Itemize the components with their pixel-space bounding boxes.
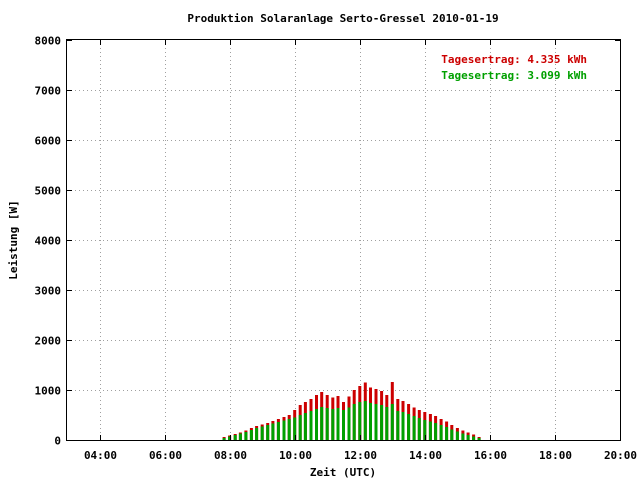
bar-series-2 (466, 435, 470, 440)
x-tick-label: 12:00 (344, 449, 377, 462)
axis-ticks: 0 1000 2000 3000 4000 5000 6000 7000 8000 04:00 06… (35, 35, 638, 463)
bar-series-2 (331, 409, 335, 440)
bar-series-2 (461, 433, 465, 440)
bar-series-2 (244, 432, 248, 440)
x-tick-label: 06:00 (149, 449, 182, 462)
bar-series-2 (358, 402, 362, 440)
bar-series-2 (287, 419, 291, 440)
x-tick-label: 16:00 (474, 449, 507, 462)
bar-series-2 (325, 408, 329, 440)
grid-lines (67, 40, 621, 440)
bar-series-2 (450, 429, 454, 440)
bar-series-2 (315, 409, 318, 440)
bar-series-2 (380, 405, 384, 440)
plot-frame (66, 39, 621, 441)
bar-series-2 (423, 420, 427, 440)
bar-series-2 (428, 421, 432, 440)
legend-entry-1: Tagesertrag: 4.335 kWh (441, 53, 587, 66)
bar-series-2 (255, 428, 259, 440)
bars (222, 382, 481, 440)
bar-series-2 (352, 404, 356, 440)
x-tick-label: 18:00 (539, 449, 572, 462)
bar-series-2 (390, 404, 394, 440)
x-tick-label: 04:00 (84, 449, 117, 462)
bar-series-2 (347, 407, 351, 440)
bar-series-2 (249, 430, 253, 440)
legend-entry-2: Tagesertrag: 3.099 kWh (441, 69, 587, 82)
y-tick-label: 5000 (35, 185, 62, 198)
bar-series-2 (320, 407, 324, 440)
y-tick-label: 0 (54, 435, 61, 448)
bar-series-2 (293, 417, 297, 440)
y-axis-label: Leistung [W] (7, 200, 20, 279)
bar-series-2 (342, 410, 345, 440)
bar-series-2 (417, 418, 421, 440)
bar-series-2 (276, 422, 280, 440)
bar-series-2 (222, 438, 226, 440)
y-tick-label: 1000 (35, 385, 62, 398)
bar-series-2 (309, 411, 313, 440)
x-tick-label: 14:00 (409, 449, 442, 462)
bar-series-2 (336, 408, 340, 440)
bar-series-2 (282, 420, 286, 440)
chart-title: Produktion Solaranlage Serto-Gressel 201… (187, 12, 498, 25)
bar-series-2 (266, 425, 270, 440)
legend: Tagesertrag: 4.335 kWh Tagesertrag: 3.099… (441, 53, 587, 82)
bar-series-2 (445, 427, 449, 440)
bar-series-2 (434, 423, 438, 440)
bar-series-2 (385, 407, 389, 440)
bar-series-2 (401, 412, 405, 440)
bar-series-2 (374, 404, 378, 440)
bar-series-2 (260, 426, 264, 440)
y-tick-label: 3000 (35, 285, 62, 298)
bar-series-2 (369, 403, 372, 440)
bar-series-2 (271, 423, 275, 440)
bar-series-2 (455, 431, 459, 440)
x-tick-label: 20:00 (604, 449, 637, 462)
bar-series-2 (363, 401, 367, 440)
bar-series-2 (238, 433, 242, 440)
y-tick-label: 8000 (35, 35, 62, 48)
bar-series-2 (472, 436, 476, 440)
y-tick-label: 7000 (35, 85, 62, 98)
bar-series-2 (407, 414, 411, 440)
x-tick-label: 10:00 (279, 449, 312, 462)
bar-series-2 (477, 438, 481, 440)
bar-series-2 (228, 436, 232, 440)
y-tick-label: 6000 (35, 135, 62, 148)
y-tick-label: 2000 (35, 335, 62, 348)
bar-series-2 (303, 413, 307, 440)
y-tick-label: 4000 (35, 235, 62, 248)
bar-series-2 (412, 416, 416, 440)
bar-series-2 (396, 411, 400, 440)
bar-series-2 (233, 435, 237, 440)
bar-series-2 (298, 415, 302, 440)
x-tick-label: 08:00 (214, 449, 247, 462)
bar-series-2 (439, 425, 443, 440)
x-axis-label: Zeit (UTC) (310, 466, 376, 479)
